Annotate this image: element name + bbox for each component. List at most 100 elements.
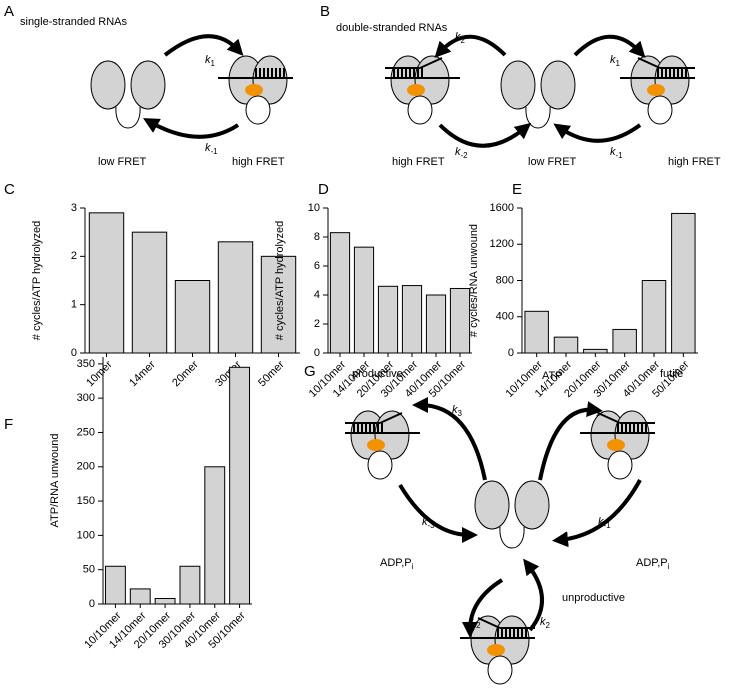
rna	[637, 57, 661, 69]
domain	[487, 655, 513, 685]
y-tick-label: 300	[77, 392, 95, 404]
rate: k-2	[468, 616, 481, 630]
domain	[90, 60, 126, 110]
domain	[500, 60, 536, 110]
y-tick-label: 150	[77, 495, 95, 507]
y-tick-label: 200	[77, 461, 95, 473]
subscript: 3	[458, 409, 463, 418]
rate: k2	[455, 31, 466, 45]
domain	[474, 480, 510, 530]
rate: k1	[610, 54, 621, 68]
subscript: -2	[461, 151, 469, 160]
symbol: k	[422, 516, 428, 528]
bar	[524, 310, 549, 354]
panel-letter: B	[320, 3, 330, 20]
bar	[174, 280, 211, 354]
subscript: -1	[616, 151, 624, 160]
domain	[647, 95, 673, 125]
y-tick-label: 6	[314, 260, 320, 272]
arrow	[398, 483, 478, 543]
y-tick-label: 1200	[490, 238, 514, 250]
atp	[487, 644, 505, 656]
panel-title: single-stranded RNAs	[20, 16, 127, 28]
rate: k-1	[610, 146, 623, 160]
panel-letter: F	[4, 416, 13, 433]
y-tick-label: 10	[308, 202, 320, 214]
bar	[612, 328, 637, 354]
subscript: 1	[596, 409, 601, 418]
arrow	[438, 122, 532, 148]
rate: k-1	[598, 516, 611, 530]
atp	[367, 439, 385, 451]
y-tick-label: 0	[508, 347, 514, 359]
state: low FRET	[98, 156, 147, 168]
y-tick-label: 100	[77, 529, 95, 541]
bar	[229, 366, 251, 605]
domain	[540, 60, 576, 110]
atp	[245, 84, 263, 96]
symbol: k	[590, 404, 596, 416]
state: unproductive	[562, 592, 625, 604]
subscript: 2	[461, 36, 466, 45]
state: low FRET	[528, 156, 577, 168]
symbol: ADP,P	[636, 557, 668, 569]
arrow	[462, 578, 504, 638]
symbol: k	[452, 404, 458, 416]
rna	[419, 57, 443, 69]
arrow	[552, 479, 642, 548]
panel-letter: D	[318, 181, 329, 198]
subscript: -3	[428, 521, 436, 530]
bar	[553, 336, 579, 354]
y-axis-label: # cycles/ATP hydrolyzed	[274, 221, 286, 340]
arrow	[573, 34, 646, 58]
bar	[377, 285, 399, 354]
y-axis-label: # cycles/ATP hydrolyzed	[31, 221, 43, 340]
arrow	[412, 397, 487, 481]
y-tick-label: 2	[71, 250, 77, 262]
y-tick-label: 0	[314, 347, 320, 359]
rate: k3	[452, 404, 463, 418]
bar	[329, 232, 351, 354]
panel-letter: C	[4, 181, 15, 198]
bar	[671, 212, 696, 354]
domain	[367, 450, 393, 480]
x-tick-label: 50mer	[256, 358, 287, 389]
y-tick-label: 8	[314, 231, 320, 243]
bar	[179, 565, 201, 605]
y-tick-label: 800	[496, 274, 514, 286]
bar	[154, 598, 176, 605]
rate: k1	[205, 54, 216, 68]
arrow	[434, 34, 507, 58]
panel-title: double-stranded RNAs	[336, 22, 448, 34]
bar	[88, 212, 125, 354]
symbol: k	[205, 54, 211, 66]
state: high FRET	[232, 156, 285, 168]
linker	[115, 106, 141, 129]
y-tick-label: 4	[314, 289, 320, 301]
domain	[607, 450, 633, 480]
y-tick-label: 3	[71, 202, 77, 214]
bar	[641, 280, 667, 354]
bar	[353, 246, 375, 354]
symbol: k	[468, 616, 474, 628]
bar	[104, 565, 126, 605]
rate: k-1	[205, 142, 218, 156]
atp	[607, 439, 625, 451]
rate: k-2	[455, 146, 468, 160]
rate: k-3	[422, 516, 435, 530]
y-tick-label: 2	[314, 318, 320, 330]
arrow	[553, 123, 642, 143]
subscript: i	[412, 562, 414, 571]
bar	[583, 348, 608, 354]
x-tick-label: 20mer	[170, 358, 201, 389]
linker	[525, 106, 551, 129]
x-tick-label: 14mer	[127, 358, 158, 389]
state: futile	[660, 368, 683, 380]
symbol: k	[610, 146, 616, 158]
subscript: -2	[474, 621, 482, 630]
linker	[499, 526, 525, 549]
symbol: k	[610, 54, 616, 66]
y-tick-label: 0	[71, 347, 77, 359]
